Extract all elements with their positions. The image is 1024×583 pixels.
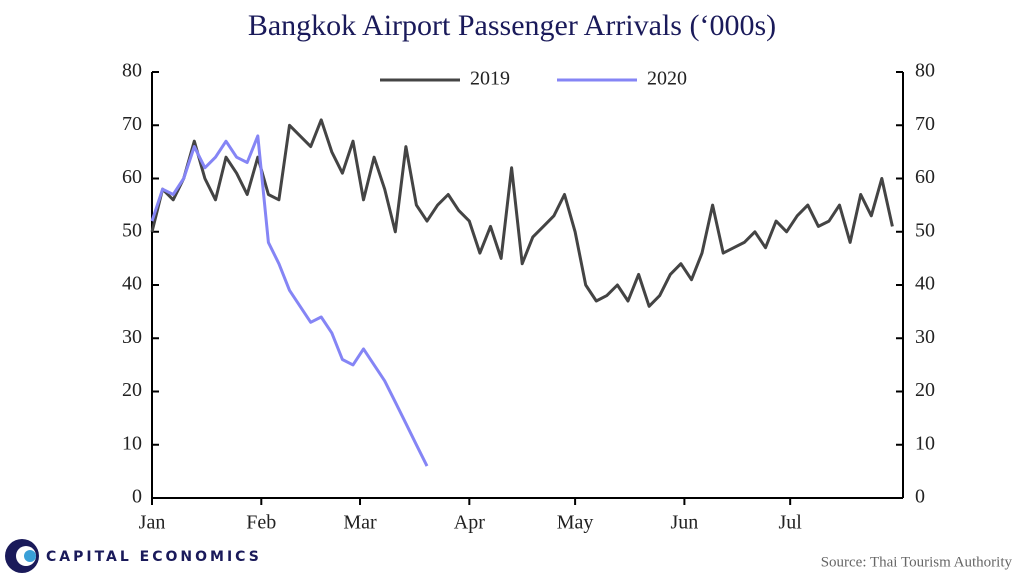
y2-tick-label: 20 [915,379,935,401]
y-tick-label: 80 [122,60,142,82]
x-tick-label: May [557,512,594,534]
source: Source: Thai Tourism Authority [821,554,1013,570]
y2-tick-label: 60 [915,166,935,188]
line-series [150,118,894,308]
legend-label: 2020 [647,68,687,90]
x-tick-label: Feb [246,512,276,534]
x-tick-label: Jan [139,512,166,534]
y-tick-label: 20 [122,379,142,401]
logo-text: CAPITAL ECONOMICS [46,549,262,565]
y2-tick-label: 0 [915,486,925,508]
chart-title: Bangkok Airport Passenger Arrivals (‘000… [248,9,776,42]
y-tick-label: 70 [122,113,142,135]
logo-icon [5,539,39,573]
x-tick-label: Mar [343,512,377,534]
y-tick-label: 0 [132,486,142,508]
y2-tick-label: 40 [915,273,935,295]
line-series [150,134,429,467]
x-tick-label: Apr [454,512,485,534]
legend-label: 2019 [470,68,510,90]
y-tick-label: 50 [122,219,142,241]
x-tick-label: Jul [779,512,803,534]
y-tick-label: 40 [122,273,142,295]
y2-tick-label: 70 [915,113,935,135]
y-tick-label: 30 [122,326,142,348]
y2-tick-label: 30 [915,326,935,348]
y2-tick-label: 10 [915,432,935,454]
y-tick-label: 60 [122,166,142,188]
y2-tick-label: 80 [915,60,935,82]
x-tick-label: Jun [671,512,699,534]
y-tick-label: 10 [122,432,142,454]
y2-tick-label: 50 [915,219,935,241]
